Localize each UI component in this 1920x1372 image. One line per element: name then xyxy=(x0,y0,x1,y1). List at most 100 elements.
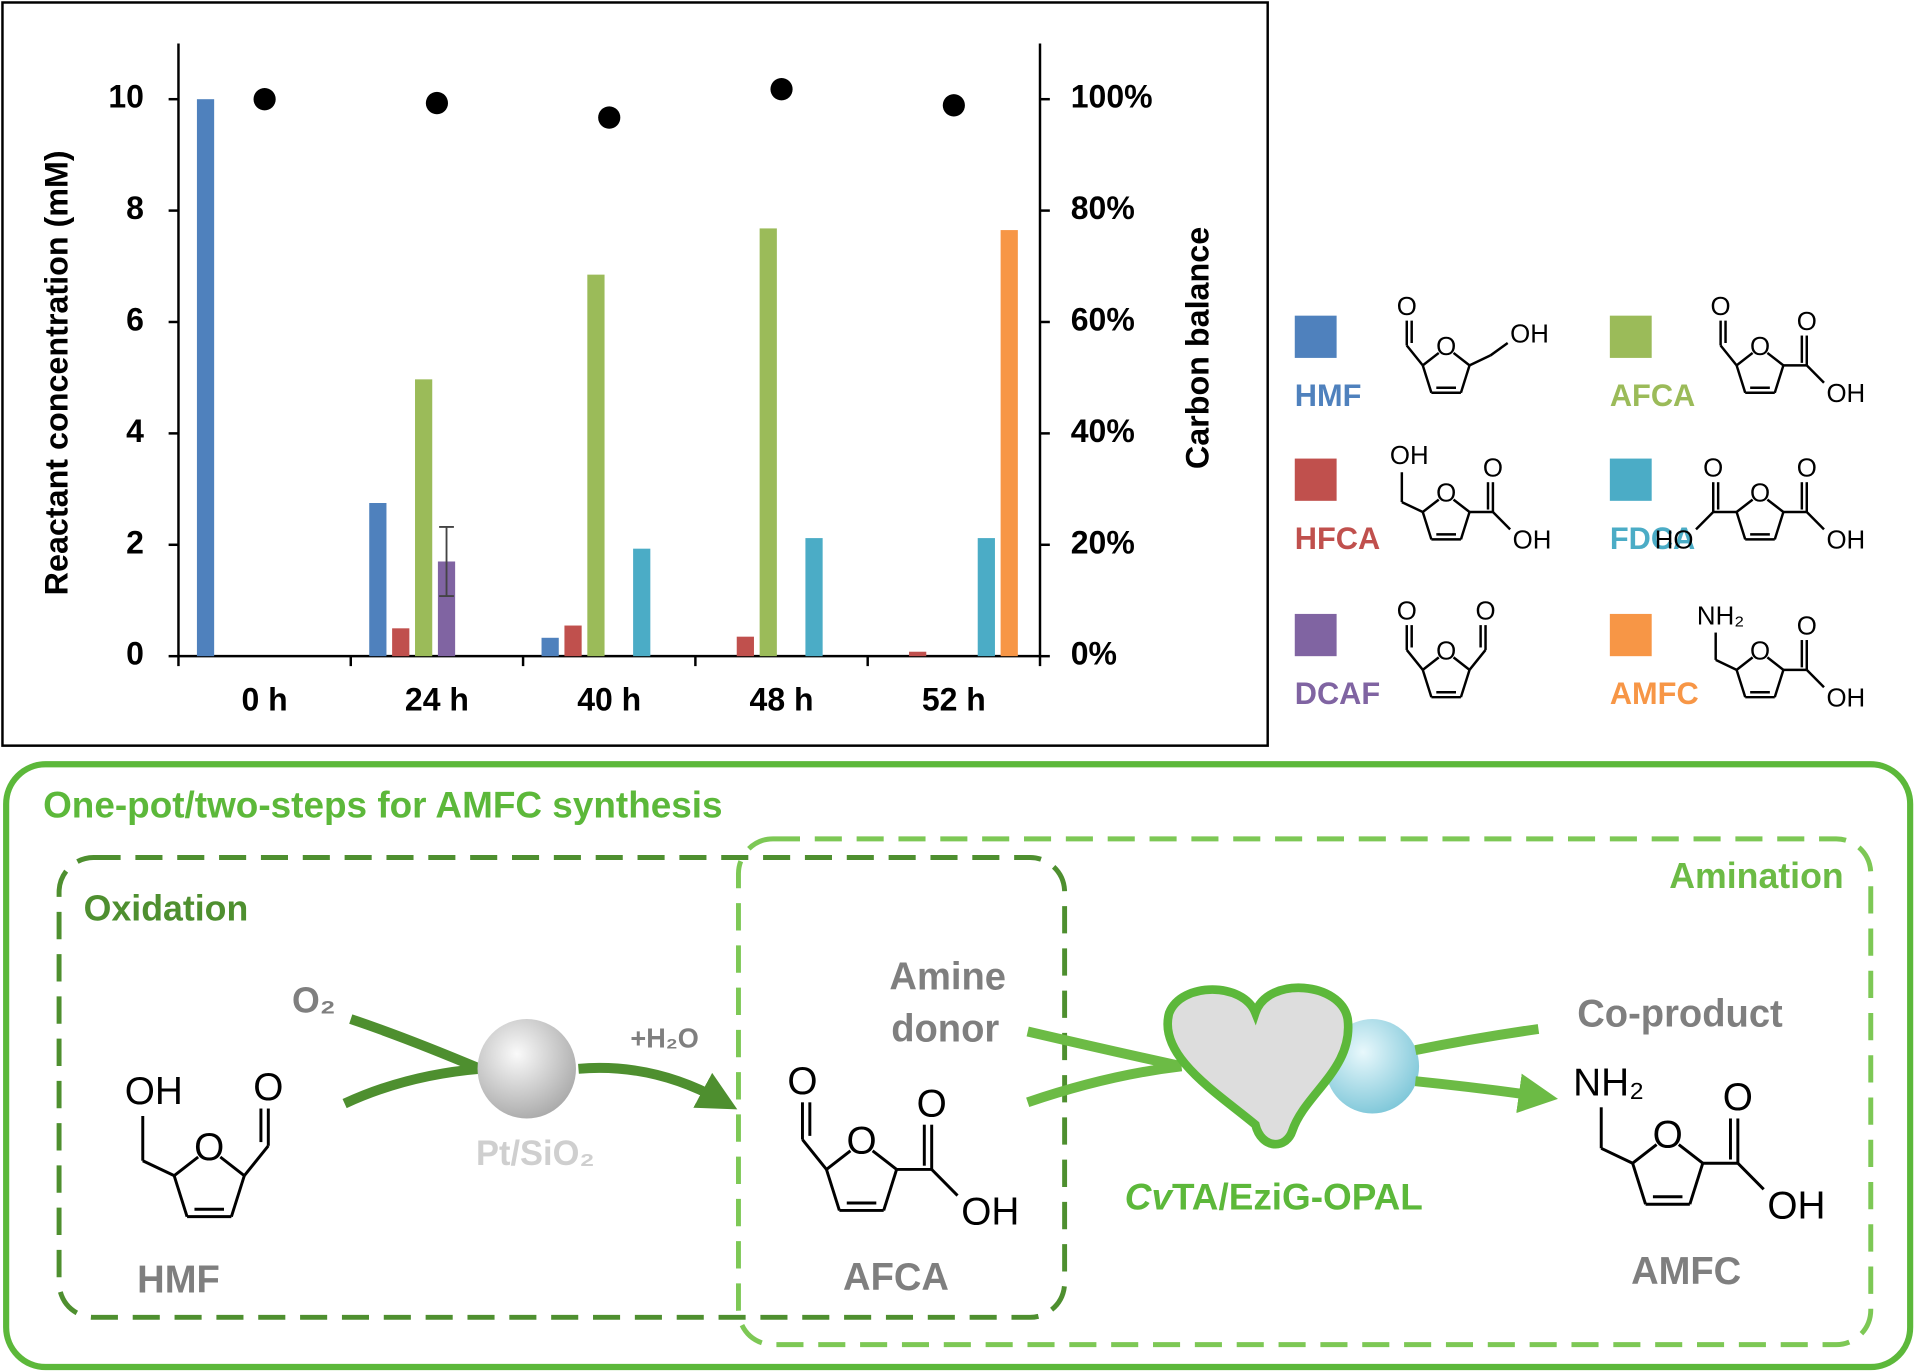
y2-axis-label: Carbon balance xyxy=(1180,227,1216,469)
bond xyxy=(1631,1162,1647,1205)
atom-label: OH xyxy=(125,1070,183,1113)
donor-label: donor xyxy=(891,1007,999,1050)
bond xyxy=(1459,669,1471,698)
bond xyxy=(825,1168,841,1211)
bar xyxy=(1000,230,1018,657)
y2-tick-label: 20% xyxy=(1071,524,1135,560)
bond xyxy=(1695,511,1715,531)
bond xyxy=(1735,351,1754,367)
legend-swatch xyxy=(1609,458,1652,501)
bar xyxy=(564,625,582,657)
bar xyxy=(437,561,456,657)
atom-label: O xyxy=(1397,291,1417,321)
co-product-label: Co-product xyxy=(1577,993,1783,1036)
legend-swatch xyxy=(1609,315,1652,358)
atom-label: O xyxy=(1703,453,1723,483)
y2-tick-label: 80% xyxy=(1071,190,1135,226)
chart-frame xyxy=(1,1,1269,747)
amination-arrow-in xyxy=(1026,1026,1183,1108)
y-tick-label: 8 xyxy=(126,190,144,226)
bond xyxy=(1773,364,1785,394)
y2-tick-label: 100% xyxy=(1071,79,1153,115)
bond xyxy=(1469,354,1491,367)
bond xyxy=(1766,656,1785,671)
y2-tick-label: 40% xyxy=(1071,413,1135,449)
bond xyxy=(243,1144,270,1177)
carbon-balance-point xyxy=(598,106,621,129)
bond xyxy=(1405,649,1424,671)
bond xyxy=(173,1155,200,1177)
bond xyxy=(1452,498,1471,513)
bond xyxy=(1677,1143,1704,1165)
bar xyxy=(633,548,651,657)
y-tick-label: 10 xyxy=(108,79,144,115)
bond xyxy=(1492,511,1512,531)
molecule-name: AMFC xyxy=(1631,1250,1741,1293)
atom-label: O xyxy=(1436,477,1456,507)
atom-label: O xyxy=(194,1126,224,1169)
bond xyxy=(1773,511,1785,540)
legend-label: FDCA xyxy=(1610,521,1695,556)
bond xyxy=(1688,1162,1705,1205)
pt-catalyst-label: Pt/SiO₂ xyxy=(476,1135,595,1173)
bond xyxy=(1422,656,1440,671)
bar xyxy=(415,379,433,657)
bond xyxy=(1735,669,1747,698)
bond xyxy=(1600,1146,1634,1165)
bond xyxy=(1766,351,1785,367)
atom-label: O xyxy=(1653,1113,1683,1156)
bond xyxy=(1405,344,1424,367)
bond xyxy=(882,1168,899,1211)
legend-label: AMFC xyxy=(1610,676,1699,711)
pt-catalyst xyxy=(477,1019,576,1119)
bar xyxy=(587,274,605,657)
x-tick-label: 52 h xyxy=(922,682,986,718)
atom-label: O xyxy=(1475,595,1495,625)
bond xyxy=(871,1149,898,1171)
atom-label: O xyxy=(787,1060,817,1103)
atom-label: O xyxy=(917,1082,947,1125)
bond xyxy=(1489,341,1509,357)
atom-label: O xyxy=(1797,306,1817,336)
atom-label: OH xyxy=(961,1190,1019,1233)
amination-arrow-out xyxy=(1414,1024,1538,1096)
atom-label: O xyxy=(1750,331,1770,361)
bar xyxy=(736,636,754,657)
bar xyxy=(805,538,823,657)
bond xyxy=(1735,498,1754,513)
bond xyxy=(1631,1143,1658,1165)
bond xyxy=(1459,511,1471,540)
atom-label: O xyxy=(1711,291,1731,321)
bond xyxy=(1401,500,1424,514)
atom-label: O xyxy=(1723,1076,1753,1119)
bond xyxy=(1715,658,1738,671)
bond xyxy=(1736,1162,1765,1191)
y-axis-label: Reactant concentration (mM) xyxy=(39,150,75,595)
y-tick-label: 6 xyxy=(126,301,144,337)
legend-label: AFCA xyxy=(1610,378,1695,413)
bond xyxy=(1773,669,1785,698)
legend-swatch xyxy=(1294,613,1337,657)
bond xyxy=(1421,669,1433,698)
enzyme xyxy=(1163,983,1353,1149)
legend-swatch xyxy=(1609,613,1652,657)
bar xyxy=(759,228,777,657)
x-tick-label: 48 h xyxy=(750,682,814,718)
bar xyxy=(977,538,995,657)
legend-swatch xyxy=(1294,315,1337,358)
atom-label: O xyxy=(1750,477,1770,507)
bond xyxy=(1805,668,1825,689)
water-label: +H₂O xyxy=(630,1022,698,1053)
y2-tick-label: 0% xyxy=(1071,636,1117,672)
atom-label: OH xyxy=(1826,682,1865,712)
reaction-arrow-in xyxy=(342,1014,482,1109)
atom-label: OH xyxy=(1826,525,1865,555)
bond xyxy=(1452,656,1471,671)
bond xyxy=(142,1159,175,1177)
molecule-name: HMF xyxy=(137,1259,220,1302)
legend-swatch xyxy=(1294,458,1337,501)
amine-label: Amine xyxy=(889,955,1006,998)
bond xyxy=(1719,344,1738,367)
oxidation-label: Oxidation xyxy=(84,888,249,928)
bond xyxy=(1805,511,1825,531)
